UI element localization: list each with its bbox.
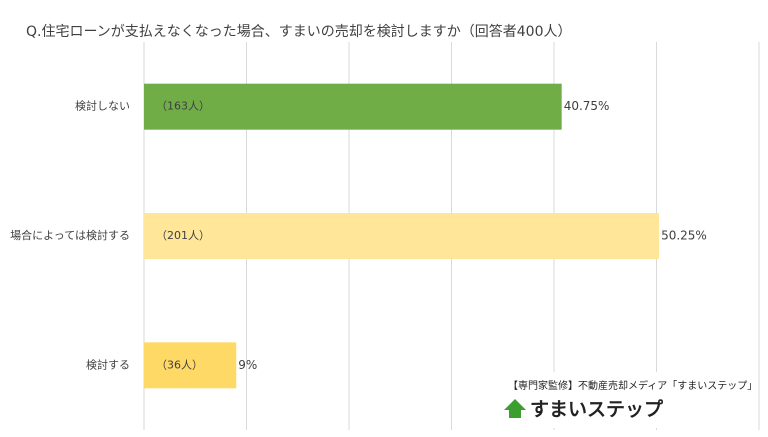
bar bbox=[144, 83, 562, 130]
credit-box bbox=[500, 372, 750, 428]
chart-title: Q.住宅ローンが支払えなくなった場合、すまいの売却を検討しますか（回答者400人… bbox=[26, 23, 572, 40]
y-tick-label: 場合によっては検討する bbox=[10, 228, 130, 242]
logo-icon bbox=[504, 399, 526, 418]
count-label: （201人） bbox=[156, 229, 210, 242]
credit: 【専門家監修】不動産売却メディア「すまいステップ」 bbox=[508, 379, 757, 392]
y-tick-label: 検討する bbox=[86, 357, 130, 371]
y-tick-label: 検討しない bbox=[75, 99, 130, 113]
count-label: （163人） bbox=[156, 100, 210, 113]
value-label: 50.25% bbox=[661, 229, 707, 243]
bar bbox=[144, 213, 660, 259]
logo: すまいステップ bbox=[530, 398, 664, 421]
bar bbox=[144, 342, 237, 389]
count-label: （36人） bbox=[156, 358, 203, 371]
value-label: 40.75% bbox=[564, 99, 610, 113]
value-label: 9% bbox=[238, 358, 257, 372]
